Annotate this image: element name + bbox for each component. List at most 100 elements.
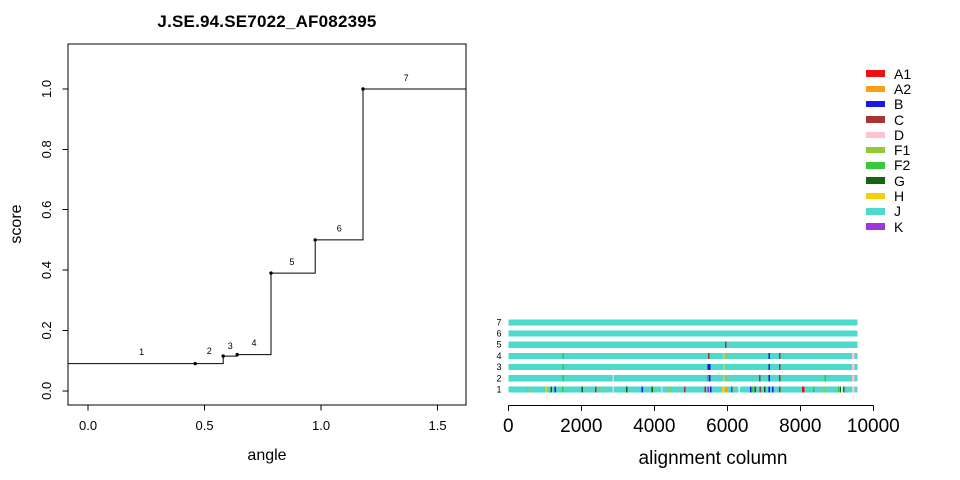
- legend-swatch-icon: [866, 70, 885, 77]
- row-stripe-c: [595, 386, 597, 393]
- legend-item-a2: A2: [866, 81, 911, 96]
- legend-swatch-icon: [866, 223, 885, 230]
- row-stripe-b: [768, 386, 770, 393]
- legend-swatch-icon: [866, 192, 885, 200]
- x-tick-label: 0: [503, 416, 514, 437]
- row-stripe-h: [722, 375, 725, 382]
- row-stripe-f1: [598, 386, 601, 393]
- row-stripe-f2: [562, 352, 564, 359]
- legend-item-h: H: [866, 188, 911, 203]
- row-stripe-k: [707, 375, 709, 382]
- row-stripe-b: [554, 386, 557, 393]
- x-tick-label: 1.5: [429, 418, 447, 433]
- row-stripe-d: [660, 386, 663, 393]
- x-tick-label: 6000: [706, 416, 748, 437]
- x-axis-label-angle: angle: [247, 447, 287, 464]
- x-tick-label: 0.0: [79, 418, 97, 433]
- row-label: 5: [496, 340, 501, 350]
- step-line: [68, 88, 466, 365]
- y-tick-label: 0.6: [39, 201, 54, 219]
- alignment-row: 4: [496, 351, 858, 361]
- row-bar: [508, 352, 858, 359]
- row-label: 3: [496, 362, 501, 372]
- legend-label: C: [894, 111, 905, 128]
- row-bar: [508, 319, 858, 326]
- y-tick-label: 0.0: [39, 382, 54, 400]
- row-stripe-c: [779, 352, 781, 359]
- legend-swatch-icon: [866, 208, 885, 215]
- legend-item-k: K: [866, 219, 911, 234]
- row-stripe-c: [779, 386, 781, 393]
- row-stripe-g: [651, 386, 654, 393]
- row-stripe-gap: [841, 386, 843, 393]
- step-knot-point: [361, 87, 365, 91]
- row-stripe-f2: [562, 386, 564, 393]
- legend-label: D: [894, 126, 905, 143]
- row-label: 6: [496, 329, 501, 339]
- legend-label: H: [894, 188, 905, 205]
- legend-swatch-icon: [866, 116, 885, 123]
- row-stripe-a1: [801, 386, 805, 393]
- y-tick-label: 0.8: [39, 140, 54, 158]
- row-bar: [508, 375, 858, 382]
- step-knot-point: [221, 354, 225, 358]
- segment-label: 3: [228, 341, 233, 351]
- alignment-row: 6: [496, 329, 858, 339]
- row-stripe-b: [709, 386, 712, 393]
- row-stripe-d: [852, 375, 855, 382]
- row-stripe-a2: [725, 386, 727, 393]
- legend-label: B: [894, 96, 904, 113]
- x-tick-label: 1.0: [312, 418, 330, 433]
- step-knot-point: [235, 352, 239, 357]
- legend-swatch-icon: [866, 177, 885, 184]
- segment-label: 4: [251, 338, 256, 348]
- x-tick-label: 8000: [779, 416, 821, 437]
- row-stripe-b: [771, 386, 774, 393]
- row-stripe-h: [722, 352, 725, 359]
- legend-swatch-icon: [866, 162, 885, 169]
- row-stripe-d: [852, 386, 855, 393]
- segment-label: 2: [207, 346, 212, 356]
- legend-swatch-icon: [866, 146, 885, 154]
- row-stripe-b: [708, 375, 711, 382]
- row-stripe-c: [725, 341, 727, 348]
- row-stripe-b: [641, 386, 643, 393]
- row-stripe-d: [612, 375, 614, 382]
- row-stripe-f1: [823, 386, 825, 393]
- legend-swatch-icon: [866, 131, 885, 139]
- legend-item-j: J: [866, 204, 911, 219]
- row-label: 1: [496, 384, 501, 394]
- row-stripe-c: [731, 386, 733, 393]
- page-title: J.SE.94.SE7022_AF082395: [157, 12, 377, 31]
- row-stripe-g: [581, 386, 583, 393]
- row-bar: [508, 386, 858, 393]
- y-tick-label: 0.4: [39, 261, 54, 279]
- row-stripe-h: [545, 386, 547, 393]
- legend-item-g: G: [866, 173, 911, 188]
- legend-item-f1: F1: [866, 142, 911, 157]
- row-stripe-f2: [824, 375, 826, 382]
- legend-item-c: C: [866, 112, 911, 127]
- segment-label: 1: [139, 347, 144, 357]
- step-knot-point: [193, 361, 197, 366]
- row-stripe-c: [843, 386, 845, 393]
- legend-label: G: [894, 172, 905, 189]
- step-chart: 0.0 0.5 1.0 1.5 0.0 0.2 0.4 0.6 0.8 1.0 1 2 3 4 5 6 7: [39, 43, 467, 433]
- row-stripe-d: [612, 386, 614, 393]
- row-stripe-b: [707, 364, 711, 371]
- row-stripe-h: [721, 386, 725, 393]
- row-stripe-b: [768, 364, 770, 371]
- legend-item-a1: A1: [866, 66, 911, 81]
- segment-label: 5: [289, 257, 294, 267]
- row-stripe-g: [840, 386, 842, 393]
- x-tick-label: 2000: [560, 416, 602, 437]
- row-stripe-c: [779, 364, 781, 371]
- legend-label: A1: [894, 65, 912, 82]
- y-tick-label: 0.2: [39, 321, 54, 339]
- step-knot-point: [269, 271, 273, 275]
- step-knot-point: [313, 238, 317, 242]
- legend-label: F2: [894, 157, 911, 174]
- row-label: 7: [496, 317, 501, 327]
